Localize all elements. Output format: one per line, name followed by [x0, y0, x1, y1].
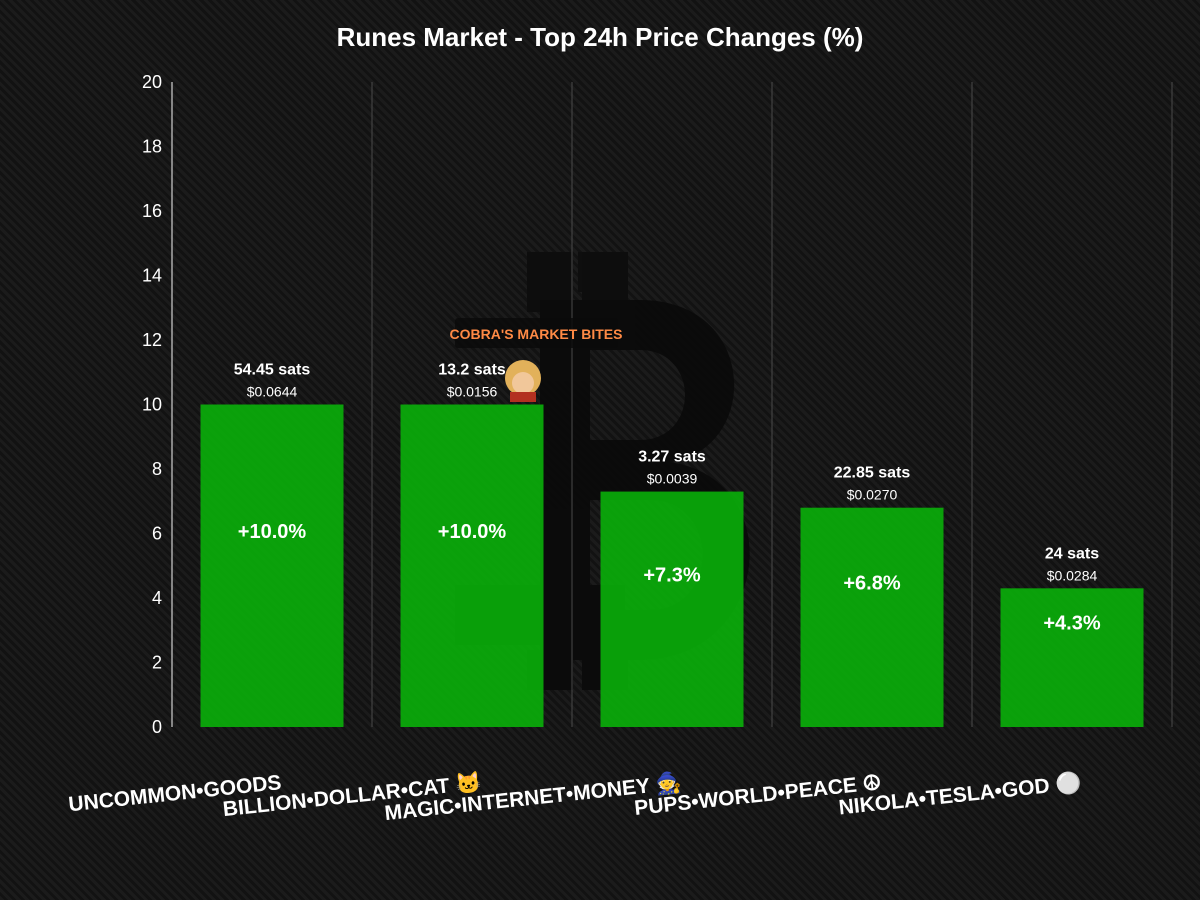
sats-label: 24 sats	[1045, 545, 1099, 562]
y-tick-label: 2	[152, 653, 162, 673]
usd-label: $0.0284	[1047, 567, 1098, 583]
sats-label: 54.45 sats	[234, 362, 311, 379]
watermark-badge: COBRA'S MARKET BITES	[450, 318, 623, 348]
value-label: +10.0%	[438, 521, 507, 543]
y-tick-label: 18	[142, 137, 162, 157]
cobra-avatar-icon	[505, 360, 541, 402]
y-tick-label: 4	[152, 588, 162, 608]
y-tick-label: 14	[142, 266, 162, 286]
usd-label: $0.0644	[247, 384, 298, 400]
usd-label: $0.0270	[847, 487, 898, 503]
sats-label: 13.2 sats	[438, 362, 506, 379]
chart-title: Runes Market - Top 24h Price Changes (%)	[337, 22, 864, 52]
sats-label: 22.85 sats	[834, 465, 911, 482]
bar	[600, 491, 744, 727]
value-label: +6.8%	[843, 572, 900, 594]
y-tick-label: 20	[142, 72, 162, 92]
sats-label: 3.27 sats	[638, 449, 706, 466]
watermark-text: COBRA'S MARKET BITES	[450, 326, 623, 342]
usd-label: $0.0039	[647, 471, 698, 487]
y-tick-label: 10	[142, 395, 162, 415]
bar	[400, 404, 544, 727]
value-label: +4.3%	[1043, 613, 1100, 635]
y-tick-label: 12	[142, 330, 162, 350]
usd-label: $0.0156	[447, 384, 498, 400]
bar	[800, 507, 944, 727]
bar	[1000, 588, 1144, 727]
value-label: +7.3%	[643, 564, 700, 586]
y-tick-label: 8	[152, 459, 162, 479]
bar	[200, 404, 344, 727]
value-label: +10.0%	[238, 521, 307, 543]
y-tick-label: 16	[142, 201, 162, 221]
y-tick-label: 0	[152, 717, 162, 737]
y-tick-label: 6	[152, 524, 162, 544]
